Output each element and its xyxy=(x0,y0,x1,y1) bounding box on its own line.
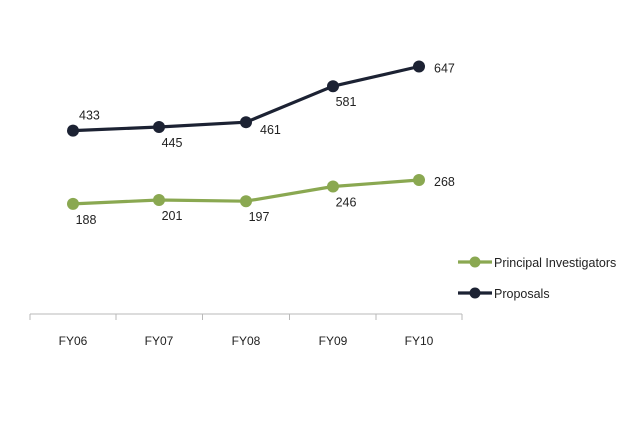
data-point xyxy=(153,121,165,133)
data-point xyxy=(327,80,339,93)
x-axis: FY06 FY07 FY08 FY09 FY10 xyxy=(29,313,463,348)
data-point xyxy=(413,60,425,73)
legend-marker xyxy=(469,287,481,299)
legend: Principal Investigators Proposals xyxy=(458,256,616,301)
data-point xyxy=(240,116,252,129)
legend-marker xyxy=(469,256,481,268)
x-tick-label: FY06 xyxy=(59,334,88,348)
series-principal-investigators: 188 201 197 246 268 xyxy=(67,174,455,227)
data-label: 433 xyxy=(79,109,100,123)
data-label: 197 xyxy=(249,210,270,224)
data-label: 461 xyxy=(260,123,281,137)
legend-item-proposals: Proposals xyxy=(458,287,550,301)
data-label: 445 xyxy=(162,136,183,150)
legend-label: Principal Investigators xyxy=(494,256,616,270)
legend-label: Proposals xyxy=(494,287,550,301)
x-tick-label: FY07 xyxy=(145,334,174,348)
x-tick-label: FY09 xyxy=(319,334,348,348)
data-point xyxy=(153,194,165,206)
data-label: 246 xyxy=(336,196,357,210)
data-label: 188 xyxy=(76,213,97,227)
data-point xyxy=(327,180,339,193)
data-label: 647 xyxy=(434,62,455,76)
data-label: 201 xyxy=(162,209,183,223)
legend-item-principal-investigators: Principal Investigators xyxy=(458,256,616,270)
data-point xyxy=(240,195,252,208)
data-label: 581 xyxy=(336,95,357,109)
x-tick-label: FY08 xyxy=(232,334,261,348)
series-layer: 433 445 461 581 647 188 201 197 246 268 xyxy=(67,60,455,227)
data-label: 268 xyxy=(434,175,455,189)
data-point xyxy=(67,124,79,137)
x-tick-label: FY10 xyxy=(405,334,434,348)
data-point xyxy=(413,174,425,186)
series-proposals: 433 445 461 581 647 xyxy=(67,60,455,150)
data-point xyxy=(67,197,79,210)
